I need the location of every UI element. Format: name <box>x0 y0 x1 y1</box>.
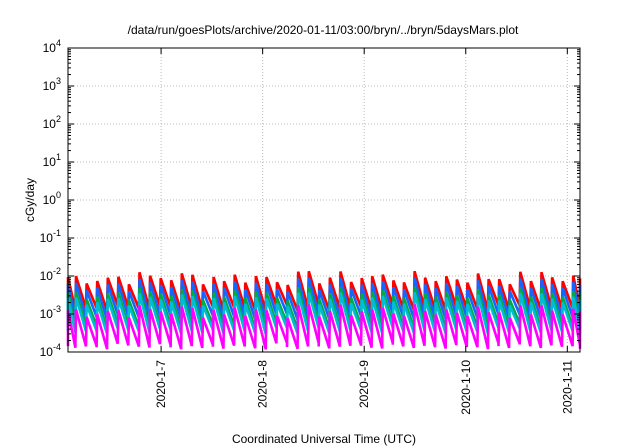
x-axis: 2020-1-7 2020-1-8 2020-1-9 2020-1-10 2020-1-… <box>154 48 574 415</box>
x-tick-label: 2020-1-7 <box>154 360 168 408</box>
y-tick-label: 104 <box>43 38 61 55</box>
x-tick-label: 2020-1-10 <box>459 360 473 415</box>
y-tick-label: 10-4 <box>40 342 61 359</box>
y-tick-label: 10-3 <box>40 304 61 321</box>
y-tick-label: 10-1 <box>40 228 61 245</box>
y-tick-label: 102 <box>43 114 61 131</box>
x-axis-label: Coordinated Universal Time (UTC) <box>232 432 416 446</box>
x-tick-label: 2020-1-9 <box>357 360 371 408</box>
y-tick-label: 101 <box>43 152 61 169</box>
x-tick-label: 2020-1-11 <box>560 360 574 414</box>
series-group <box>66 270 582 350</box>
y-tick-label: 103 <box>43 76 61 93</box>
y-axis-label: cGy/day <box>23 178 37 222</box>
y-tick-label: 10-2 <box>40 266 61 283</box>
series-line-5 <box>66 304 582 350</box>
x-tick-label: 2020-1-8 <box>256 360 270 408</box>
plot-frame <box>67 47 581 353</box>
grid-lines <box>68 48 580 352</box>
y-tick-label: 100 <box>43 190 61 207</box>
chart-title: /data/run/goesPlots/archive/2020-01-11/0… <box>128 23 519 37</box>
